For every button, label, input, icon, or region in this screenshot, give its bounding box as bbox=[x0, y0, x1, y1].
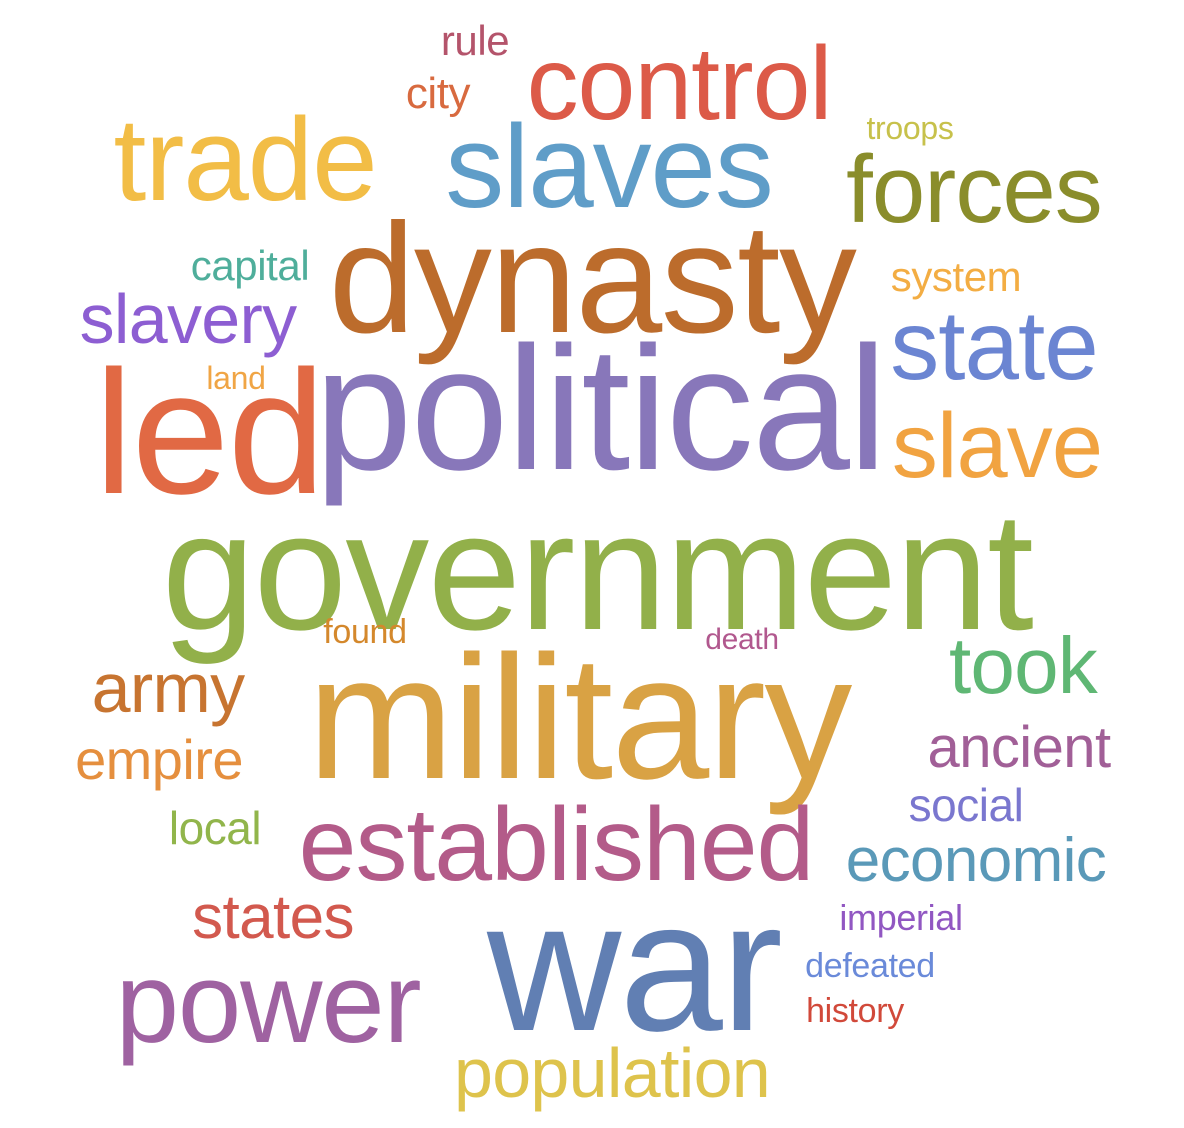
word-established: established bbox=[298, 787, 815, 903]
word-local: local bbox=[168, 802, 262, 854]
word-economic: economic bbox=[845, 826, 1107, 895]
word-social: social bbox=[908, 779, 1024, 831]
word-found: found bbox=[323, 613, 407, 651]
word-dynasty: dynasty bbox=[328, 192, 857, 366]
word-army: army bbox=[91, 649, 245, 727]
word-defeated: defeated bbox=[805, 947, 935, 985]
word-ancient: ancient bbox=[927, 715, 1112, 780]
word-slave: slave bbox=[891, 395, 1103, 497]
word-population: population bbox=[453, 1034, 771, 1112]
word-death: death bbox=[705, 623, 779, 656]
word-capital: capital bbox=[190, 242, 310, 289]
word-control: control bbox=[526, 26, 833, 142]
word-slaves: slaves bbox=[445, 101, 774, 233]
word-led: led bbox=[94, 335, 325, 531]
word-land: land bbox=[206, 360, 266, 396]
word-military: military bbox=[307, 620, 852, 816]
word-state: state bbox=[890, 290, 1099, 400]
word-city: city bbox=[405, 69, 471, 118]
word-imperial: imperial bbox=[839, 897, 963, 938]
word-war: war bbox=[486, 863, 783, 1070]
word-history: history bbox=[806, 992, 904, 1030]
word-troops: troops bbox=[866, 110, 954, 146]
word-trade: trade bbox=[113, 94, 377, 226]
word-slavery: slavery bbox=[79, 280, 298, 358]
word-empire: empire bbox=[75, 728, 243, 791]
word-political: political bbox=[314, 311, 887, 507]
word-took: took bbox=[948, 621, 1098, 710]
word-government: government bbox=[161, 477, 1034, 665]
word-states: states bbox=[192, 883, 354, 952]
word-forces: forces bbox=[846, 136, 1103, 243]
word-power: power bbox=[115, 940, 422, 1067]
word-rule: rule bbox=[440, 17, 510, 64]
word-system: system bbox=[890, 253, 1022, 300]
